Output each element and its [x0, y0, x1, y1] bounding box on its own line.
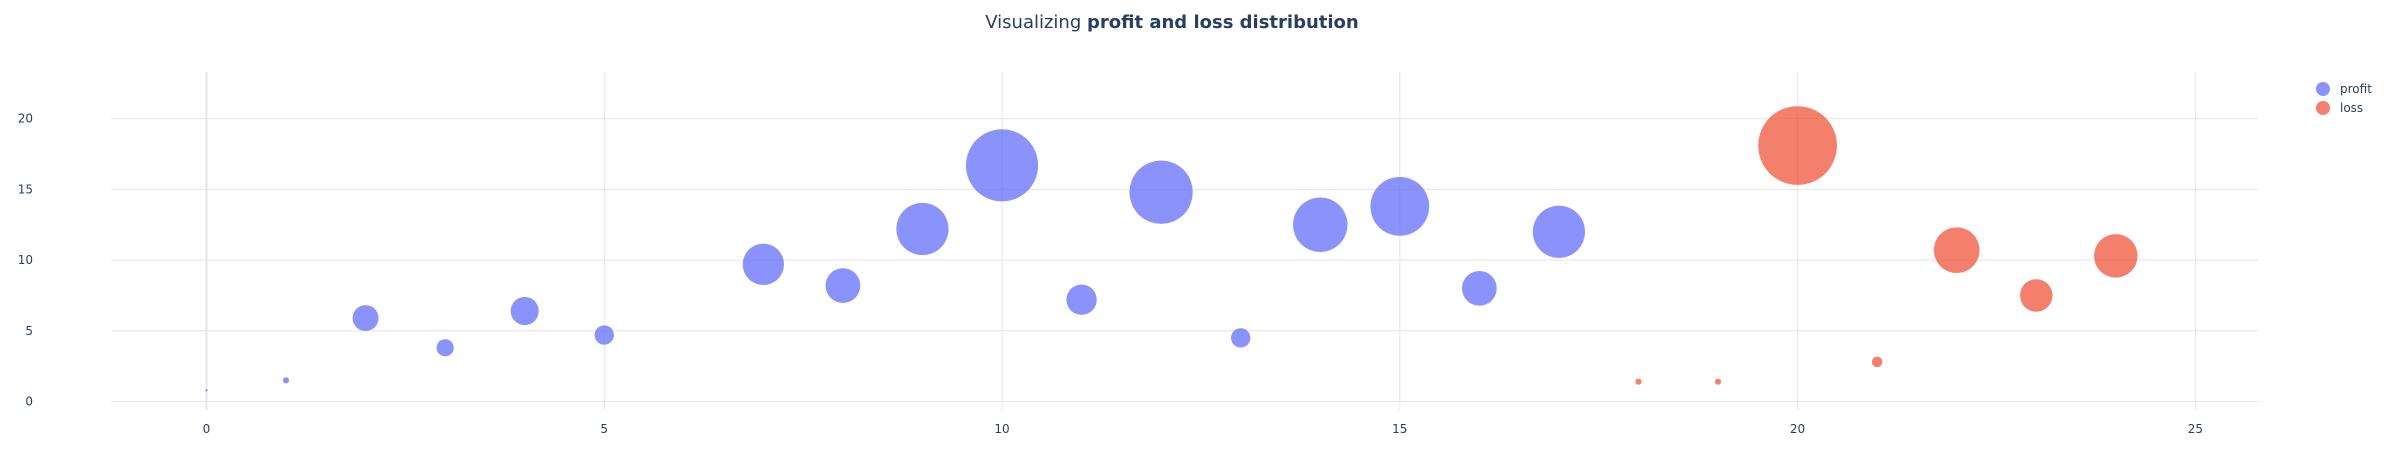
data-point-loss[interactable]	[2019, 278, 2053, 313]
data-point-profit[interactable]	[204, 388, 209, 392]
data-point-profit[interactable]	[510, 296, 540, 326]
legend-marker-profit[interactable]	[2316, 82, 2330, 96]
legend-label-loss[interactable]: loss	[2340, 101, 2363, 115]
x-tick-label: 0	[203, 422, 211, 436]
data-point-loss[interactable]	[1714, 378, 1722, 386]
data-point-profit[interactable]	[282, 376, 290, 384]
data-point-loss[interactable]	[1871, 356, 1883, 368]
data-point-profit[interactable]	[1065, 284, 1098, 316]
x-tick-label: 15	[1392, 422, 1407, 436]
data-point-loss[interactable]	[1757, 105, 1838, 186]
legend-marker-loss[interactable]	[2316, 101, 2330, 115]
data-point-profit[interactable]	[352, 304, 380, 332]
data-point-profit[interactable]	[1292, 196, 1348, 253]
chart-title: Visualizing profit and loss distribution	[985, 12, 1359, 33]
data-point-loss[interactable]	[1634, 378, 1643, 386]
data-point-loss[interactable]	[1933, 226, 1981, 274]
legend-label-profit[interactable]: profit	[2340, 82, 2372, 96]
x-tick-label: 10	[994, 422, 1009, 436]
data-point-profit[interactable]	[1461, 270, 1498, 307]
y-tick-label: 15	[18, 182, 33, 196]
legend: profit loss	[2316, 82, 2372, 115]
y-tick-label: 10	[18, 253, 33, 267]
data-point-profit[interactable]	[742, 243, 785, 286]
data-point-profit[interactable]	[1128, 160, 1194, 225]
data-point-profit[interactable]	[436, 338, 455, 357]
grid-lines	[111, 72, 2259, 410]
data-points	[204, 105, 2139, 392]
data-point-loss[interactable]	[2093, 233, 2139, 279]
x-tick-label: 20	[1790, 422, 1805, 436]
y-tick-label: 20	[18, 112, 33, 126]
x-tick-label: 25	[2188, 422, 2203, 436]
data-point-profit[interactable]	[825, 267, 861, 304]
x-tick-label: 5	[600, 422, 608, 436]
data-point-profit[interactable]	[1230, 327, 1251, 349]
data-point-profit[interactable]	[1532, 205, 1586, 259]
y-tick-label: 0	[25, 395, 33, 409]
data-point-profit[interactable]	[965, 128, 1039, 202]
data-point-profit[interactable]	[895, 202, 950, 256]
data-point-profit[interactable]	[594, 324, 615, 346]
chart-title-prefix: Visualizing	[985, 12, 1087, 33]
axis-tick-labels: 0 5 10 15 20 25 0 5 10 15 20	[18, 112, 2203, 436]
y-tick-label: 5	[25, 324, 33, 338]
chart-title-bold: profit and loss distribution	[1087, 12, 1359, 33]
data-point-profit[interactable]	[1369, 176, 1430, 237]
